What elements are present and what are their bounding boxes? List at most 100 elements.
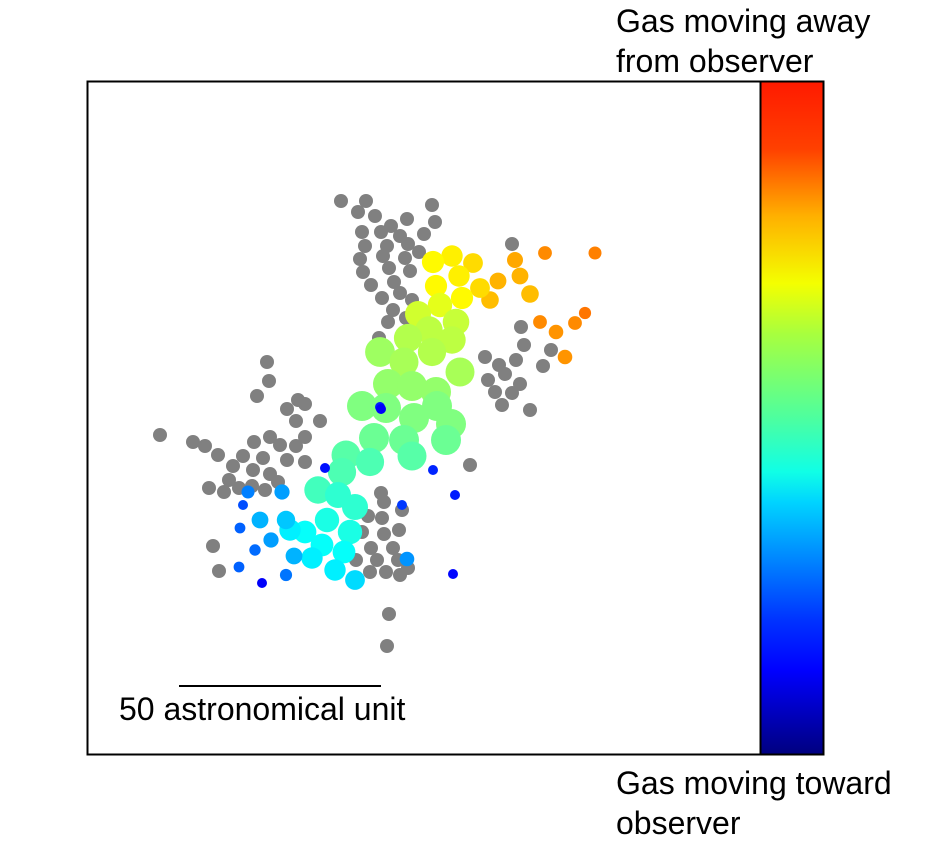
- velocity-data-point: [257, 578, 267, 588]
- velocity-data-point: [324, 559, 346, 581]
- scale-bar-label: 50 astronomical unit: [119, 691, 406, 727]
- velocity-data-point: [489, 272, 507, 290]
- velocity-data-point: [450, 490, 460, 500]
- velocity-data-point: [507, 252, 523, 268]
- gray-data-point: [481, 373, 495, 387]
- gray-data-point: [217, 485, 231, 499]
- gray-data-point: [488, 385, 502, 399]
- gray-data-point: [260, 355, 274, 369]
- gray-data-point: [368, 209, 382, 223]
- gray-data-point: [425, 198, 439, 212]
- gray-data-point: [505, 237, 519, 251]
- velocity-data-point: [417, 337, 447, 367]
- gray-data-point: [334, 194, 348, 208]
- velocity-data-point: [521, 285, 539, 303]
- gray-data-point: [536, 359, 550, 373]
- gray-data-point: [509, 353, 523, 367]
- velocity-point-group: [233, 245, 602, 590]
- gray-data-point: [298, 455, 312, 469]
- gray-data-point: [363, 565, 377, 579]
- velocity-data-point: [450, 286, 474, 310]
- gray-data-point: [359, 194, 373, 208]
- colorbar-bottom-label: Gas moving toward observer: [616, 765, 892, 841]
- velocity-data-point: [301, 547, 323, 569]
- velocity-data-point: [511, 267, 529, 285]
- velocity-data-point: [337, 519, 363, 545]
- velocity-data-point: [373, 369, 403, 399]
- gray-data-point: [393, 286, 407, 300]
- gray-data-point: [386, 303, 400, 317]
- velocity-data-point: [276, 510, 296, 530]
- colorbar: [759, 80, 825, 756]
- velocity-data-point: [251, 511, 269, 529]
- velocity-data-point: [345, 570, 365, 590]
- gray-data-point: [153, 428, 167, 442]
- velocity-data-point: [304, 476, 332, 504]
- gray-data-point: [370, 553, 384, 567]
- gray-data-point: [377, 495, 391, 509]
- velocity-data-point: [238, 500, 248, 510]
- gray-data-point: [206, 539, 220, 553]
- gray-data-point: [392, 523, 406, 537]
- gray-data-point: [355, 225, 369, 239]
- gray-data-point: [280, 453, 294, 467]
- gray-data-point: [186, 435, 200, 449]
- colorbar-top-label: Gas moving away from observer: [616, 3, 871, 79]
- gray-data-point: [353, 252, 367, 266]
- gray-data-point: [517, 338, 531, 352]
- gray-data-point: [398, 251, 412, 265]
- gray-data-point: [417, 227, 431, 241]
- gray-data-point: [256, 451, 270, 465]
- velocity-data-point: [285, 547, 303, 565]
- velocity-data-point: [448, 265, 470, 287]
- gray-data-point: [505, 386, 519, 400]
- velocity-data-point: [445, 357, 475, 387]
- gray-data-point: [428, 215, 442, 229]
- velocity-data-point: [428, 465, 438, 475]
- gray-data-point: [211, 448, 225, 462]
- velocity-data-point: [233, 561, 245, 573]
- velocity-data-point: [389, 347, 419, 377]
- gray-data-point: [380, 639, 394, 653]
- velocity-data-point: [342, 494, 368, 520]
- velocity-data-point: [355, 447, 385, 477]
- velocity-data-point: [347, 391, 377, 421]
- velocity-data-point: [376, 404, 386, 414]
- gray-data-point: [236, 449, 250, 463]
- gray-data-point: [351, 205, 365, 219]
- gray-data-point: [376, 249, 390, 263]
- gray-data-point: [514, 320, 528, 334]
- velocity-data-point: [424, 274, 448, 298]
- velocity-data-point: [320, 463, 330, 473]
- velocity-data-point: [431, 425, 461, 455]
- gray-data-point: [222, 473, 236, 487]
- velocity-data-point: [274, 484, 290, 500]
- velocity-data-point: [234, 522, 246, 534]
- velocity-data-point: [314, 507, 340, 533]
- velocity-data-point: [470, 278, 490, 298]
- gray-data-point: [513, 377, 527, 391]
- gray-data-point: [382, 261, 396, 275]
- velocity-data-point: [421, 250, 445, 274]
- velocity-data-point: [415, 316, 443, 344]
- velocity-data-point: [241, 485, 255, 499]
- gray-data-point: [226, 459, 240, 473]
- gray-data-point: [379, 565, 393, 579]
- velocity-data-point: [263, 532, 279, 548]
- gray-data-point: [263, 430, 277, 444]
- gray-data-point: [544, 343, 558, 357]
- velocity-data-point: [249, 544, 261, 556]
- gray-data-point: [401, 237, 415, 251]
- velocity-data-point: [578, 306, 592, 320]
- gray-data-point: [364, 278, 378, 292]
- velocity-data-point: [359, 423, 389, 453]
- velocity-data-point: [279, 568, 293, 582]
- gray-data-point: [280, 402, 294, 416]
- gray-data-point: [523, 403, 537, 417]
- gray-data-point: [212, 564, 226, 578]
- gray-data-point: [273, 438, 287, 452]
- gray-data-point: [374, 225, 388, 239]
- gray-data-point: [403, 264, 417, 278]
- gray-data-point: [387, 275, 401, 289]
- gray-data-point: [364, 541, 378, 555]
